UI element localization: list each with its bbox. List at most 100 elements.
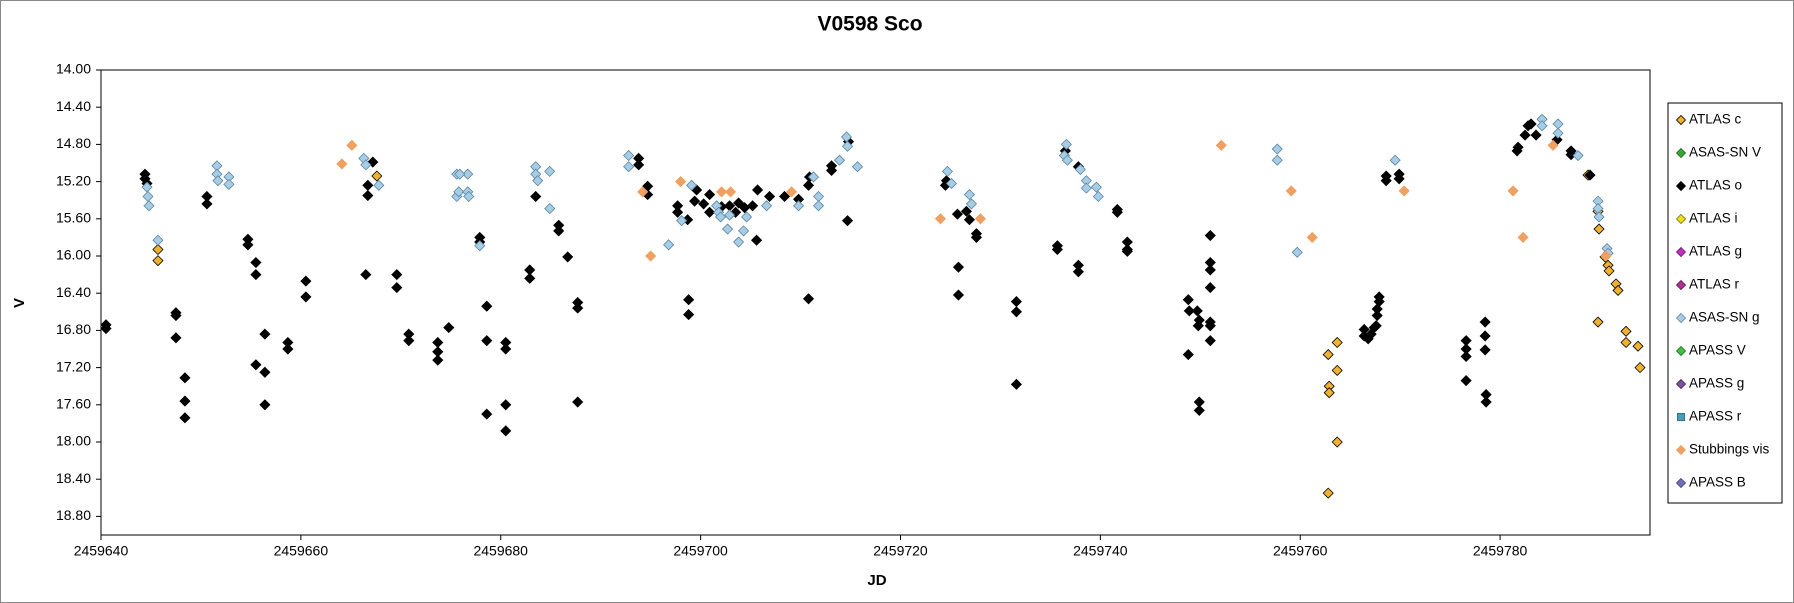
data-point (1092, 190, 1104, 203)
data-point (1593, 223, 1605, 235)
data-point (553, 225, 565, 237)
data-point (974, 213, 986, 225)
data-point (1552, 127, 1564, 139)
data-point (841, 140, 854, 152)
data-point (675, 176, 687, 188)
data-point (179, 412, 191, 424)
y-tick-label: 16.80 (56, 321, 91, 337)
data-point (952, 289, 965, 301)
data-point (1370, 320, 1382, 332)
data-point (741, 211, 753, 223)
y-tick-label: 18.80 (56, 507, 91, 523)
x-tick-label: 2459680 (473, 543, 528, 559)
data-point (1215, 139, 1227, 151)
data-point (454, 168, 466, 180)
data-point (1479, 344, 1491, 356)
data-point (212, 175, 224, 187)
data-point (851, 161, 864, 173)
data-point (623, 161, 635, 173)
legend-marker (1675, 147, 1687, 159)
data-point (1460, 375, 1472, 387)
y-tick-label: 17.60 (56, 396, 91, 412)
data-point (945, 177, 958, 190)
data-point (1182, 294, 1194, 306)
data-point (833, 154, 846, 166)
y-tick-label: 14.80 (56, 135, 91, 151)
legend-label: Stubbings vis (1689, 442, 1770, 457)
data-point (1291, 246, 1303, 258)
legend-label: ATLAS c (1689, 112, 1742, 127)
data-point (1519, 129, 1531, 141)
data-point (1460, 350, 1472, 363)
data-point (481, 408, 493, 420)
data-point (812, 200, 825, 212)
legend-label: APASS V (1689, 343, 1746, 358)
legend-label: APASS r (1689, 409, 1742, 424)
data-point (1183, 305, 1195, 317)
chart-title: V0598 Sco (817, 13, 922, 36)
data-point (825, 160, 838, 172)
data-point (663, 239, 675, 251)
data-point (500, 343, 512, 355)
y-tick-label: 16.40 (56, 284, 91, 300)
x-axis-title: JD (867, 572, 886, 589)
data-point (259, 366, 271, 378)
data-point (716, 186, 728, 198)
data-point (1306, 231, 1318, 243)
data-point (1593, 211, 1605, 223)
data-point (963, 189, 976, 201)
legend-marker (1675, 213, 1687, 225)
data-point (481, 300, 493, 312)
data-point (259, 328, 271, 340)
legend-marker (1675, 246, 1687, 258)
data-point (1584, 169, 1596, 181)
data-point (941, 165, 954, 177)
data-point (1530, 129, 1542, 141)
data-point (722, 223, 734, 235)
data-point (778, 190, 791, 203)
data-point (761, 200, 773, 212)
data-point (1600, 250, 1612, 262)
legend-label: ATLAS g (1689, 244, 1742, 259)
data-point (1371, 303, 1383, 315)
data-point (1204, 256, 1216, 269)
data-point (250, 359, 262, 371)
data-point (1072, 266, 1084, 278)
data-point (371, 170, 383, 182)
data-point (242, 239, 254, 251)
data-point (1331, 364, 1343, 376)
data-point (1603, 265, 1615, 277)
data-point (751, 234, 763, 246)
data-point (1204, 264, 1216, 276)
y-tick-label: 15.60 (56, 210, 91, 226)
data-point (300, 275, 312, 287)
y-axis-title: V (11, 298, 28, 308)
data-point (1536, 120, 1548, 132)
data-point (152, 234, 164, 246)
data-point (362, 189, 374, 202)
data-point (683, 294, 695, 306)
data-point (633, 159, 645, 171)
data-point (738, 225, 750, 237)
data-point (1322, 349, 1334, 361)
data-point (360, 159, 372, 171)
data-point (1121, 245, 1133, 257)
data-point (1389, 154, 1401, 166)
data-point (481, 335, 493, 347)
data-point (1632, 340, 1644, 352)
data-point (179, 395, 191, 407)
data-point (403, 335, 415, 347)
y-tick-label: 18.40 (56, 470, 91, 486)
legend-label: ASAS-SN V (1689, 145, 1761, 160)
data-point (432, 354, 444, 366)
data-point (841, 215, 854, 227)
data-point (500, 425, 512, 437)
x-tick-label: 2459760 (1273, 543, 1328, 559)
data-point (1061, 154, 1073, 166)
data-point (1371, 309, 1383, 322)
data-point (1480, 396, 1492, 408)
data-point (733, 197, 745, 209)
x-tick-label: 2459720 (873, 543, 928, 559)
y-tick-label: 14.40 (56, 98, 91, 114)
